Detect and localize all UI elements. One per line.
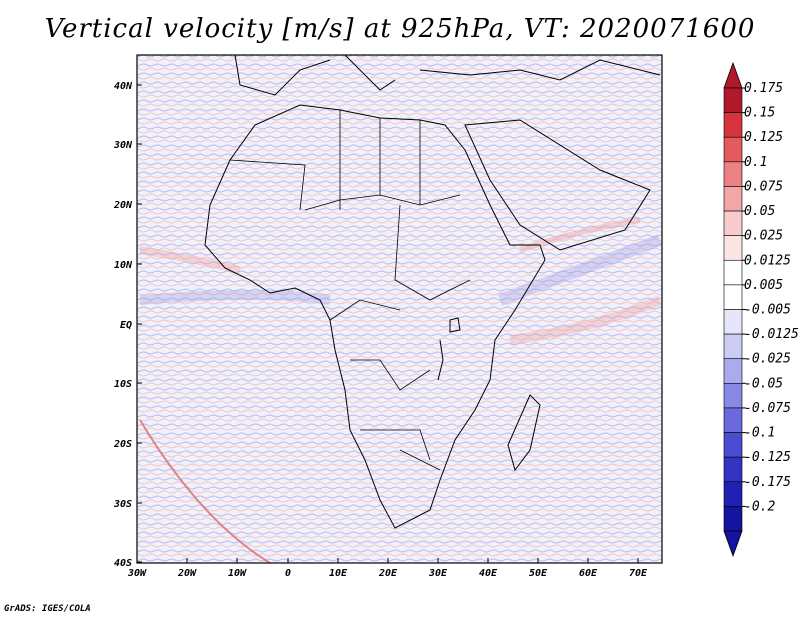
colorbar-label: -0.125	[744, 450, 791, 465]
lat-label: 20N	[113, 200, 133, 211]
colorbar-labels: 0.175 0.15 0.125 0.1 0.075 0.05 0.025 0.0125 0.0…	[742, 81, 799, 514]
colorbar-label: 0.025	[744, 229, 783, 244]
lon-label: 10W	[228, 568, 247, 579]
colorbar-label: -0.075	[744, 401, 791, 416]
lon-label: 50E	[529, 568, 548, 579]
colorbar-box	[723, 481, 743, 507]
colorbar-box	[723, 506, 743, 532]
madagascar	[507, 394, 541, 472]
colorbar-label: 0.15	[744, 106, 775, 121]
colorbar-box	[723, 407, 743, 433]
lat-label: 40N	[114, 81, 133, 92]
colorbar-box	[723, 112, 743, 138]
lat-label: 10S	[114, 379, 132, 390]
colorbar-label: 0.05	[744, 204, 775, 219]
lat-axis: 40N 30N 20N 10N EQ 10S 20S 30S 40S	[113, 81, 142, 569]
colorbar-box	[723, 432, 743, 458]
lat-label: 10N	[114, 260, 133, 271]
colorbar-boxes	[723, 87, 743, 532]
plot-frame	[136, 54, 663, 564]
lat-label: EQ	[120, 320, 132, 331]
colorbar-box	[723, 358, 743, 384]
colorbar-label: -0.05	[744, 376, 783, 391]
colorbar-box	[723, 309, 743, 335]
lon-label: 20W	[177, 568, 197, 579]
colorbar-label: -0.175	[744, 475, 791, 490]
lat-label: 30S	[113, 499, 132, 510]
colorbar-box	[723, 383, 743, 409]
colorbar-box	[723, 186, 743, 212]
colorbar-label: 0.125	[744, 130, 783, 145]
lon-label: 10E	[329, 568, 348, 579]
lat-label: 20S	[113, 439, 132, 450]
lon-label: 20E	[378, 568, 398, 579]
colorbar-box	[723, 456, 743, 483]
colorbar-box	[723, 161, 743, 187]
lon-label: 60E	[579, 568, 598, 579]
colorbar-label: 0.0125	[744, 253, 791, 268]
colorbar-top-arrow	[723, 61, 743, 89]
map-title: Vertical velocity [m/s] at 925hPa, VT: 2…	[44, 14, 756, 44]
colorbar-box	[723, 210, 743, 236]
colorbar-box	[723, 136, 743, 163]
lon-label: 30E	[428, 568, 448, 579]
lon-label: 40E	[479, 568, 498, 579]
lat-label: 40S	[114, 558, 132, 569]
country-borders	[229, 110, 471, 471]
colorbar-label: -0.025	[744, 352, 791, 367]
colorbar-box	[723, 235, 743, 261]
grads-credit: GrADS: IGES/COLA	[4, 604, 91, 614]
lon-axis: 30W 20W 10W 0 10E 20E 30E 40E 50E 60E 70…	[127, 558, 648, 579]
colorbar-label: -0.1	[744, 426, 775, 441]
colorbar-label: -0.005	[744, 303, 791, 318]
plot-area	[137, 55, 662, 563]
colorbar-box	[723, 87, 743, 113]
colorbar: 0.175 0.15 0.125 0.1 0.075 0.05 0.025 0.0125 0.0…	[723, 61, 799, 558]
colorbar-label: 0.075	[744, 179, 783, 194]
colorbar-label: 0.175	[744, 81, 783, 96]
lat-label: 30N	[113, 140, 133, 151]
africa-coastline	[204, 104, 546, 529]
colorbar-box	[723, 259, 743, 286]
colorbar-label: 0.005	[744, 278, 783, 293]
colorbar-bottom-arrow	[723, 530, 743, 558]
colorbar-box	[723, 333, 743, 360]
lon-label: 30W	[127, 568, 147, 579]
arabian-peninsula	[464, 119, 651, 251]
colorbar-label: -0.2	[744, 499, 775, 514]
europe-coast	[234, 55, 661, 96]
colorbar-label: -0.0125	[744, 327, 799, 342]
lon-label: 70E	[629, 568, 648, 579]
lon-label: 0	[285, 568, 291, 579]
colorbar-box	[723, 284, 743, 310]
colorbar-label: 0.1	[744, 155, 767, 170]
